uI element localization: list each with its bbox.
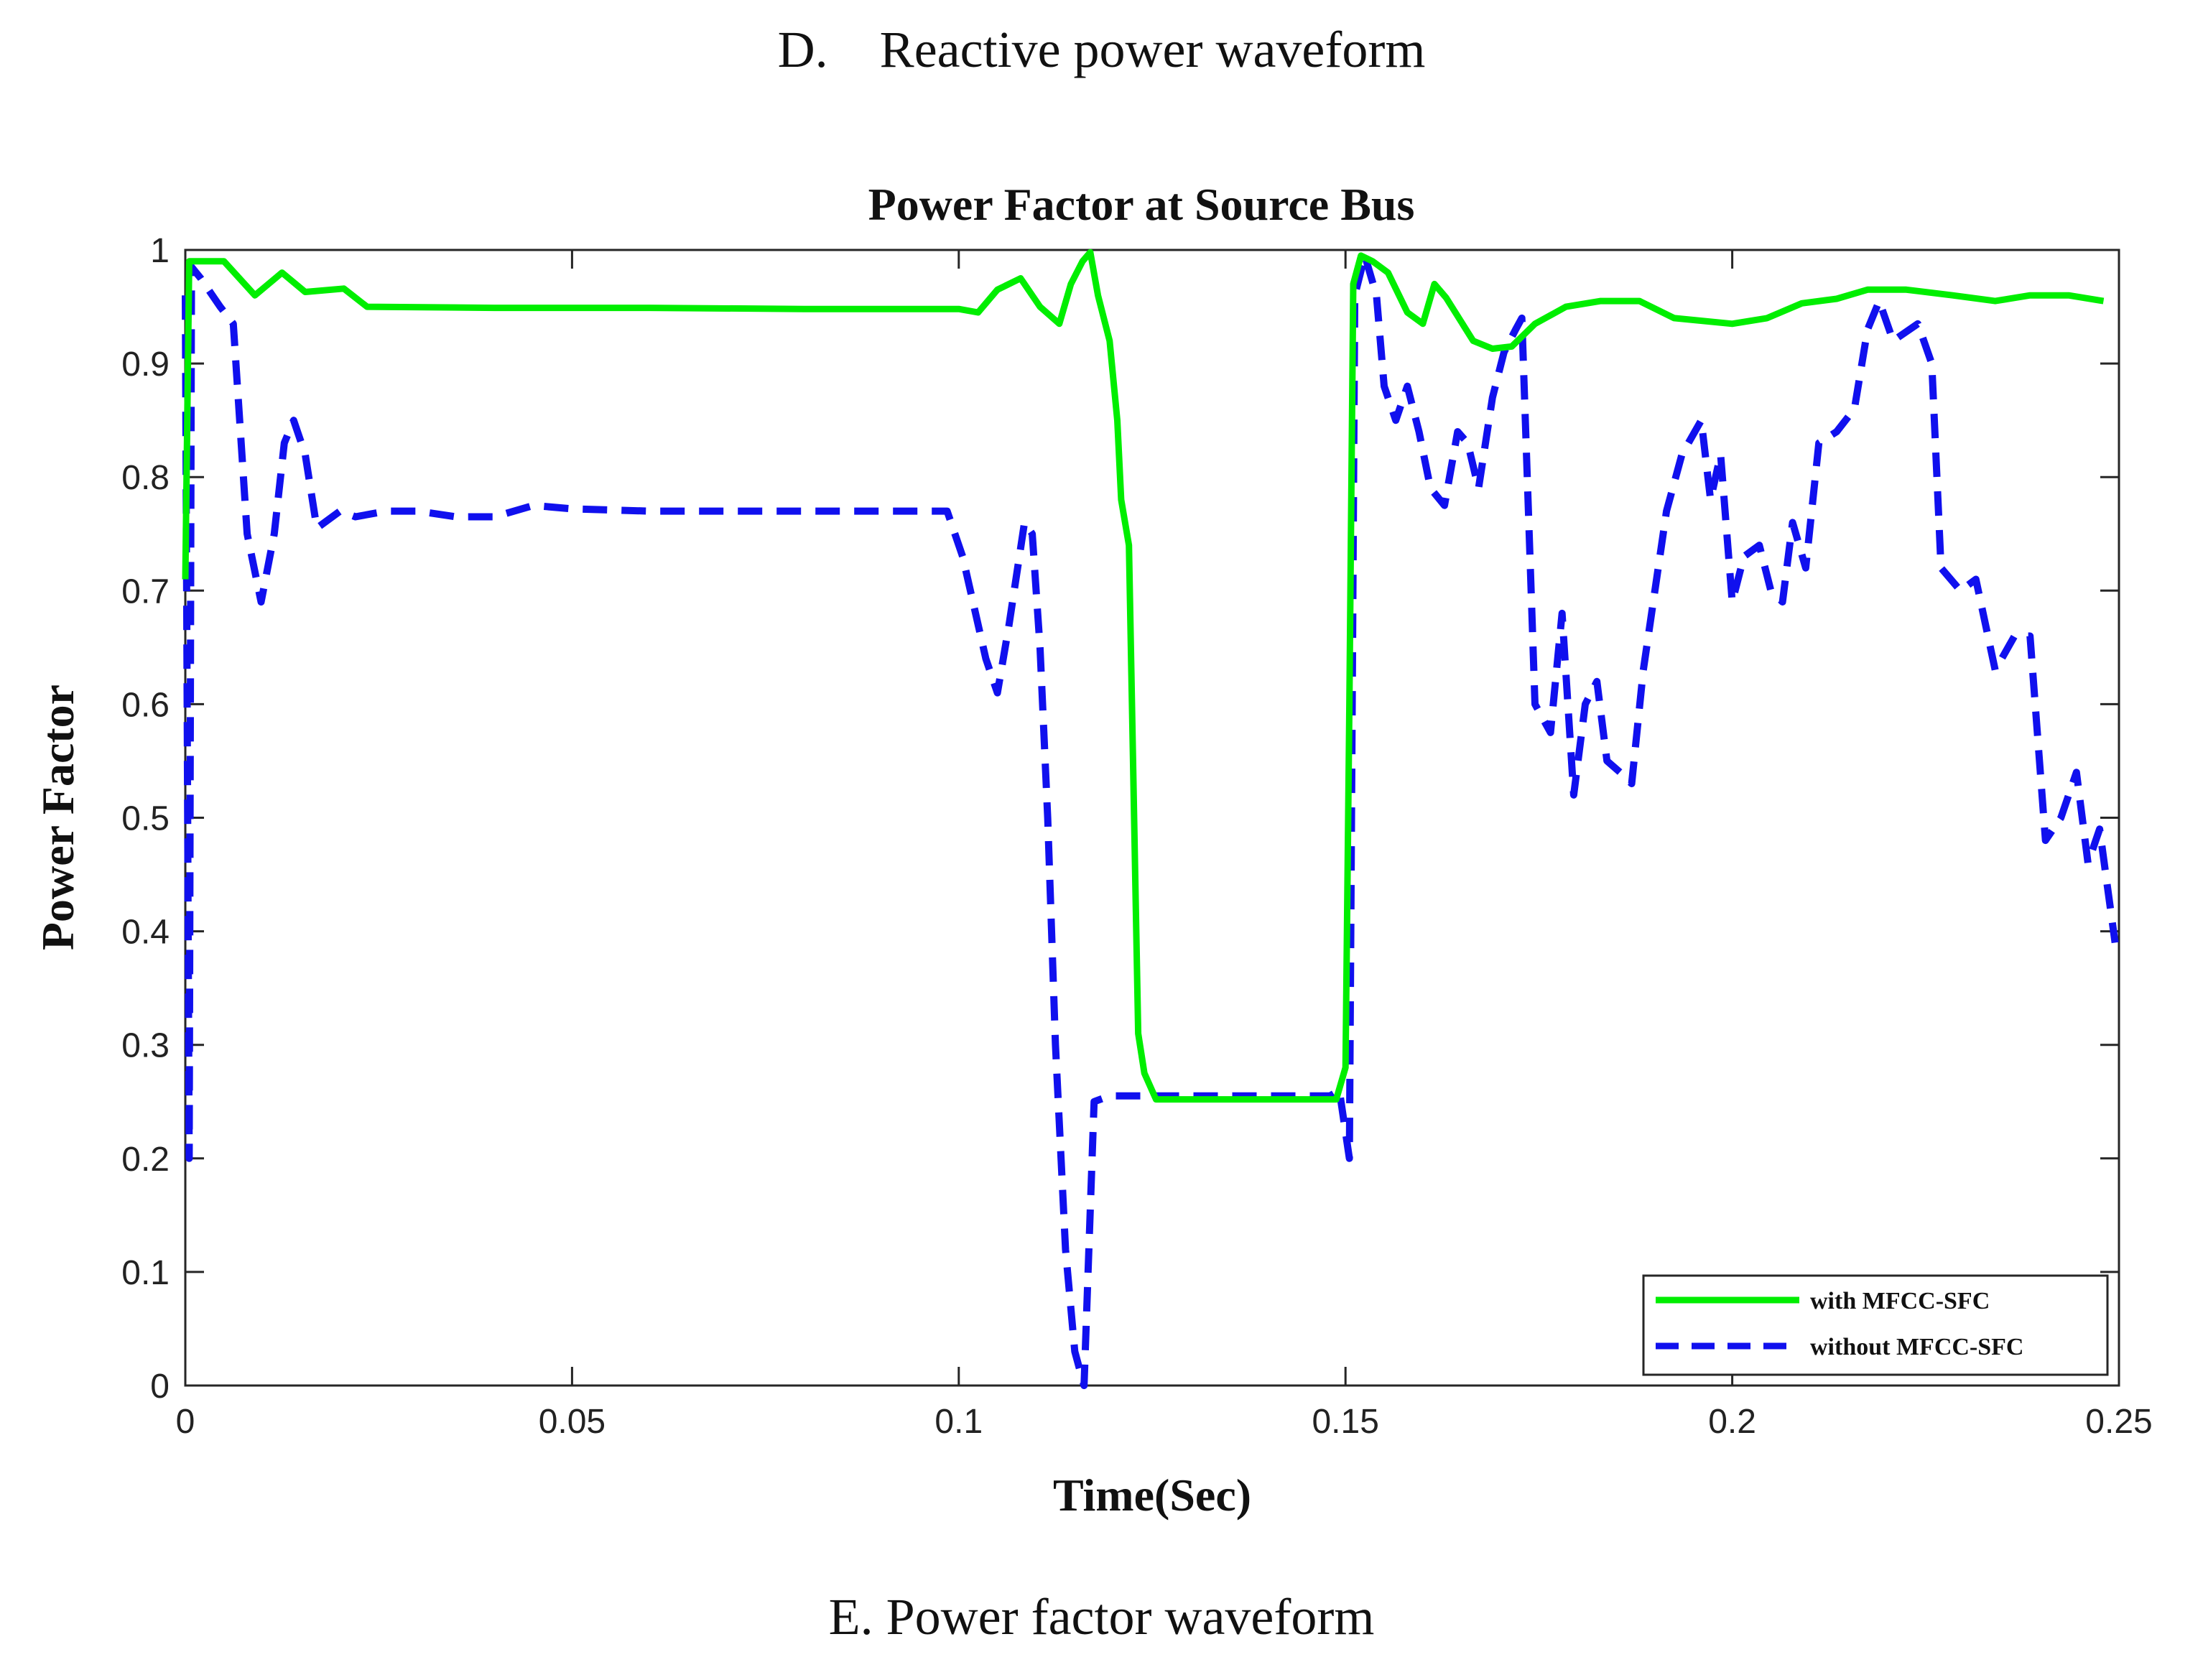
- legend-label-with-mfcc-sfc: with MFCC-SFC: [1810, 1288, 1990, 1314]
- series-line-0: [182, 249, 2105, 1103]
- y-tick-label: 0.9: [121, 345, 170, 384]
- y-tick-label: 0: [150, 1368, 170, 1406]
- x-tick-label: 0.25: [2085, 1403, 2152, 1441]
- x-tick-label: 0.2: [1708, 1403, 1756, 1441]
- legend-label-without-mfcc-sfc: without MFCC-SFC: [1810, 1334, 2023, 1360]
- x-axis-label: Time(Sec): [1053, 1470, 1251, 1521]
- chart-title: Power Factor at Source Bus: [868, 179, 1415, 230]
- series-line-1: [182, 251, 2119, 1389]
- series-group: [182, 249, 2119, 1389]
- plot-area: [184, 249, 2120, 1387]
- y-tick-label: 0.4: [121, 914, 170, 952]
- x-tick-label: 0.05: [539, 1403, 606, 1441]
- y-tick-label: 0.1: [121, 1254, 170, 1292]
- caption-top: D. Reactive power waveform: [777, 21, 1426, 78]
- y-tick-label: 1: [150, 232, 170, 270]
- y-tick-label: 0.6: [121, 686, 170, 724]
- y-tick-label: 0.8: [121, 459, 170, 497]
- caption-bottom: E. Power factor waveform: [828, 1588, 1375, 1646]
- y-tick-label: 0.3: [121, 1027, 170, 1065]
- x-tick-label: 0.1: [934, 1403, 983, 1441]
- y-tick-label: 0.7: [121, 572, 170, 611]
- y-axis-label: Power Factor: [32, 684, 83, 950]
- y-tick-label: 0.2: [121, 1141, 170, 1179]
- axis-ticks: 0 0.05 0.1 0.15 0.2 0.25 0 0.1 0.2 0.3 0.4 0.5 0.6 0.…: [121, 232, 2152, 1441]
- legend: with MFCC-SFC without MFCC-SFC: [1642, 1274, 2109, 1376]
- x-tick-label: 0: [176, 1403, 195, 1441]
- x-tick-label: 0.15: [1312, 1403, 1378, 1441]
- legend-box: [1642, 1274, 2109, 1376]
- y-tick-label: 0.5: [121, 800, 170, 838]
